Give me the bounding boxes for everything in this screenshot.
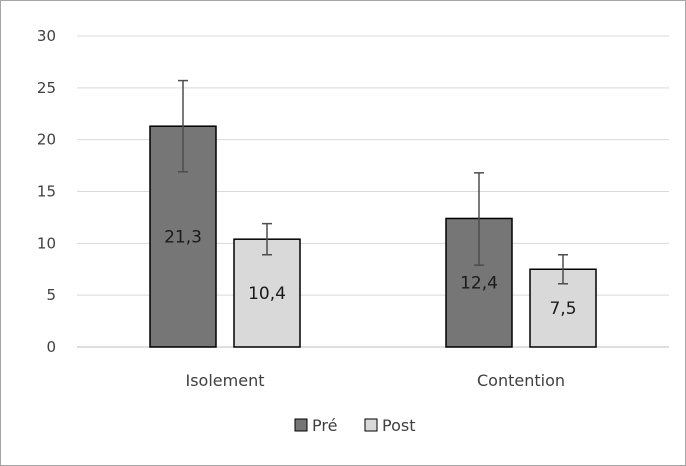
legend: Pré Post <box>294 416 415 435</box>
data-label: 12,4 <box>460 274 498 294</box>
bars <box>149 125 597 348</box>
y-tick-label: 10 <box>37 234 56 252</box>
bar-post-isolement <box>233 238 301 348</box>
category-label: Contention <box>477 371 565 390</box>
category-label: Isolement <box>186 371 265 390</box>
data-label: 10,4 <box>248 284 286 304</box>
data-labels: 21,3 10,4 12,4 7,5 <box>164 228 576 320</box>
x-axis-categories: Isolement Contention <box>186 371 566 390</box>
y-tick-label: 20 <box>37 131 56 149</box>
y-tick-label: 0 <box>46 338 56 356</box>
legend-label: Post <box>382 416 415 435</box>
error-bars <box>178 79 568 285</box>
y-tick-label: 5 <box>46 286 56 304</box>
y-axis-ticks: 0 5 10 15 20 25 30 <box>37 27 56 356</box>
data-label: 7,5 <box>549 299 576 319</box>
y-tick-label: 15 <box>37 183 56 201</box>
legend-label: Pré <box>312 416 337 435</box>
y-tick-label: 30 <box>37 27 56 45</box>
legend-swatch <box>294 418 308 432</box>
data-label: 21,3 <box>164 228 202 248</box>
y-tick-label: 25 <box>37 79 56 97</box>
legend-swatch <box>364 418 378 432</box>
